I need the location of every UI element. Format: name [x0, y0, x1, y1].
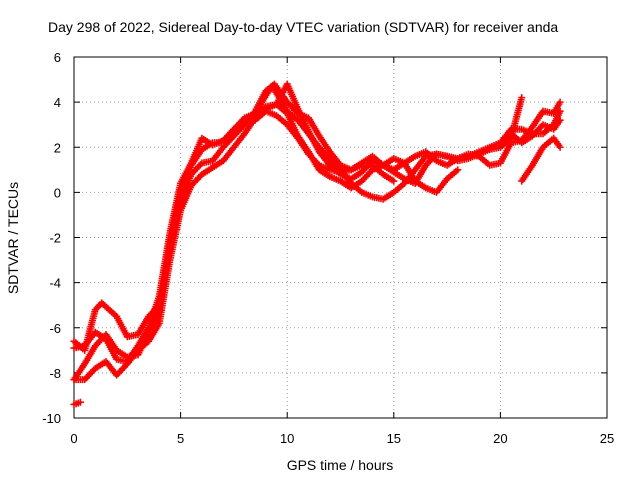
x-tick-label: 25	[600, 431, 614, 446]
chart-title: Day 298 of 2022, Sidereal Day-to-day VTE…	[48, 19, 558, 35]
data-point	[518, 94, 526, 102]
series-track-5	[70, 80, 564, 366]
series-track-4	[70, 100, 462, 384]
y-tick-label: 2	[54, 140, 61, 155]
y-tick-label: -6	[49, 321, 61, 336]
y-axis-label: SDTVAR / TECUs	[5, 182, 21, 294]
y-tick-label: -4	[49, 276, 61, 291]
data-point	[390, 177, 398, 185]
series-track-7	[518, 134, 564, 185]
series-track-1	[70, 82, 564, 354]
data-point	[556, 98, 564, 106]
series-track-8	[251, 107, 398, 185]
data-marks	[70, 80, 564, 408]
data-point	[454, 166, 462, 174]
x-tick-label: 0	[70, 431, 77, 446]
grid	[74, 57, 607, 418]
y-tick-label: 0	[54, 185, 61, 200]
series-track-3	[70, 398, 84, 408]
x-tick-label: 20	[493, 431, 507, 446]
data-point	[556, 143, 564, 151]
plot-frame	[73, 56, 608, 419]
y-tick-label: 6	[54, 50, 61, 65]
x-axis: 0 5 10 15 20 25	[70, 57, 614, 446]
y-tick-label: -2	[49, 231, 61, 246]
data-point	[556, 116, 564, 124]
x-tick-label: 10	[280, 431, 294, 446]
y-axis: -10 -8 -6 -4 -2 0 2 4 6	[42, 50, 607, 426]
x-tick-label: 15	[387, 431, 401, 446]
x-tick-label: 5	[177, 431, 184, 446]
y-tick-label: -8	[49, 366, 61, 381]
x-axis-label: GPS time / hours	[287, 457, 394, 473]
series-track-6	[496, 94, 526, 151]
y-tick-label: -10	[42, 411, 61, 426]
data-point	[76, 398, 84, 406]
y-tick-label: 4	[54, 95, 61, 110]
